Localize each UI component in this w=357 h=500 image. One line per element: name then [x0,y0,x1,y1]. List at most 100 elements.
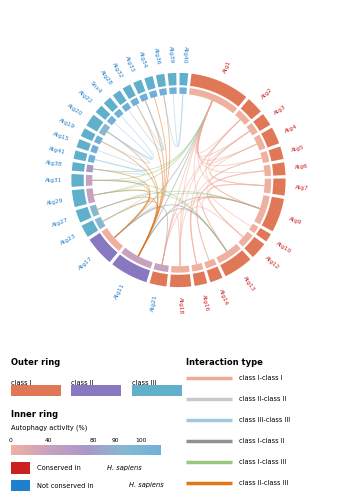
Bar [147,445,149,455]
Polygon shape [180,88,187,94]
Text: Atg6: Atg6 [294,164,308,170]
Text: class I-class III: class I-class III [239,460,287,466]
Text: 100: 100 [135,438,147,442]
Polygon shape [272,162,286,175]
Bar [56,445,58,455]
Polygon shape [96,106,110,120]
Bar [20,445,22,455]
Bar [87,445,89,455]
Bar [11,462,30,474]
Bar [108,445,110,455]
Polygon shape [86,164,94,172]
Bar [71,445,73,455]
Text: Atg41: Atg41 [48,146,66,154]
Polygon shape [180,73,188,86]
Bar [135,445,137,455]
Polygon shape [268,146,283,162]
Text: Atg13: Atg13 [242,275,256,292]
Polygon shape [264,178,271,194]
Polygon shape [76,139,91,151]
Bar [33,445,35,455]
Bar [116,445,118,455]
Text: Atg4: Atg4 [283,124,298,134]
Bar [104,445,106,455]
Text: Inner ring: Inner ring [11,410,58,419]
Bar [107,445,109,455]
Bar [111,445,114,455]
Text: Atg39: Atg39 [168,46,174,64]
Polygon shape [169,88,177,94]
Bar [90,445,92,455]
Text: Not conserved in: Not conserved in [37,482,96,488]
Polygon shape [168,73,176,86]
Text: Atg3: Atg3 [273,104,287,116]
Bar [95,445,97,455]
Polygon shape [191,263,203,272]
Polygon shape [193,272,207,286]
Text: Atg11: Atg11 [114,282,126,300]
Polygon shape [71,174,84,187]
Polygon shape [72,162,85,172]
Bar [125,445,127,455]
Bar [156,445,159,455]
Bar [155,445,157,455]
Text: Atg21: Atg21 [150,294,159,312]
Polygon shape [74,150,87,161]
Text: class I-class II: class I-class II [239,438,285,444]
Bar [47,445,49,455]
Text: Atg32: Atg32 [111,62,124,79]
Bar [128,445,130,455]
Text: class III: class III [132,380,156,386]
Bar [11,386,61,396]
Bar [35,445,37,455]
Text: Atg19: Atg19 [57,118,75,130]
Bar [134,445,136,455]
Polygon shape [102,228,123,251]
Text: H. sapiens: H. sapiens [129,482,163,488]
Bar [38,445,40,455]
Text: Atg18: Atg18 [178,296,183,314]
Bar [122,445,124,455]
Bar [105,445,107,455]
Bar [159,445,161,455]
Bar [93,445,95,455]
Text: Atg23: Atg23 [60,234,77,246]
Polygon shape [154,263,169,272]
Bar [23,445,25,455]
Text: H. sapiens: H. sapiens [107,465,142,471]
Bar [50,445,52,455]
Polygon shape [254,195,270,224]
Bar [140,445,142,455]
Polygon shape [82,220,98,237]
Text: Atg2: Atg2 [260,87,273,100]
Polygon shape [272,178,286,196]
Polygon shape [114,108,124,118]
Polygon shape [86,114,104,132]
Polygon shape [90,204,99,217]
Polygon shape [113,90,127,105]
Bar [30,445,32,455]
Polygon shape [94,136,103,144]
Polygon shape [171,266,190,272]
Polygon shape [220,250,250,276]
Polygon shape [121,248,153,268]
Bar [77,445,79,455]
Text: Atg1: Atg1 [222,59,232,74]
Bar [29,445,31,455]
Text: Atg40: Atg40 [182,46,188,64]
Bar [54,445,56,455]
Bar [59,445,61,455]
Bar [141,445,144,455]
Bar [143,445,145,455]
Polygon shape [261,128,279,148]
Polygon shape [256,228,271,241]
Bar [129,445,131,455]
Polygon shape [244,237,264,257]
Bar [84,445,86,455]
Polygon shape [170,274,191,287]
Bar [110,445,112,455]
Polygon shape [112,254,150,282]
Bar [68,445,70,455]
Text: 90: 90 [112,438,120,442]
Text: Atg10: Atg10 [275,241,293,254]
